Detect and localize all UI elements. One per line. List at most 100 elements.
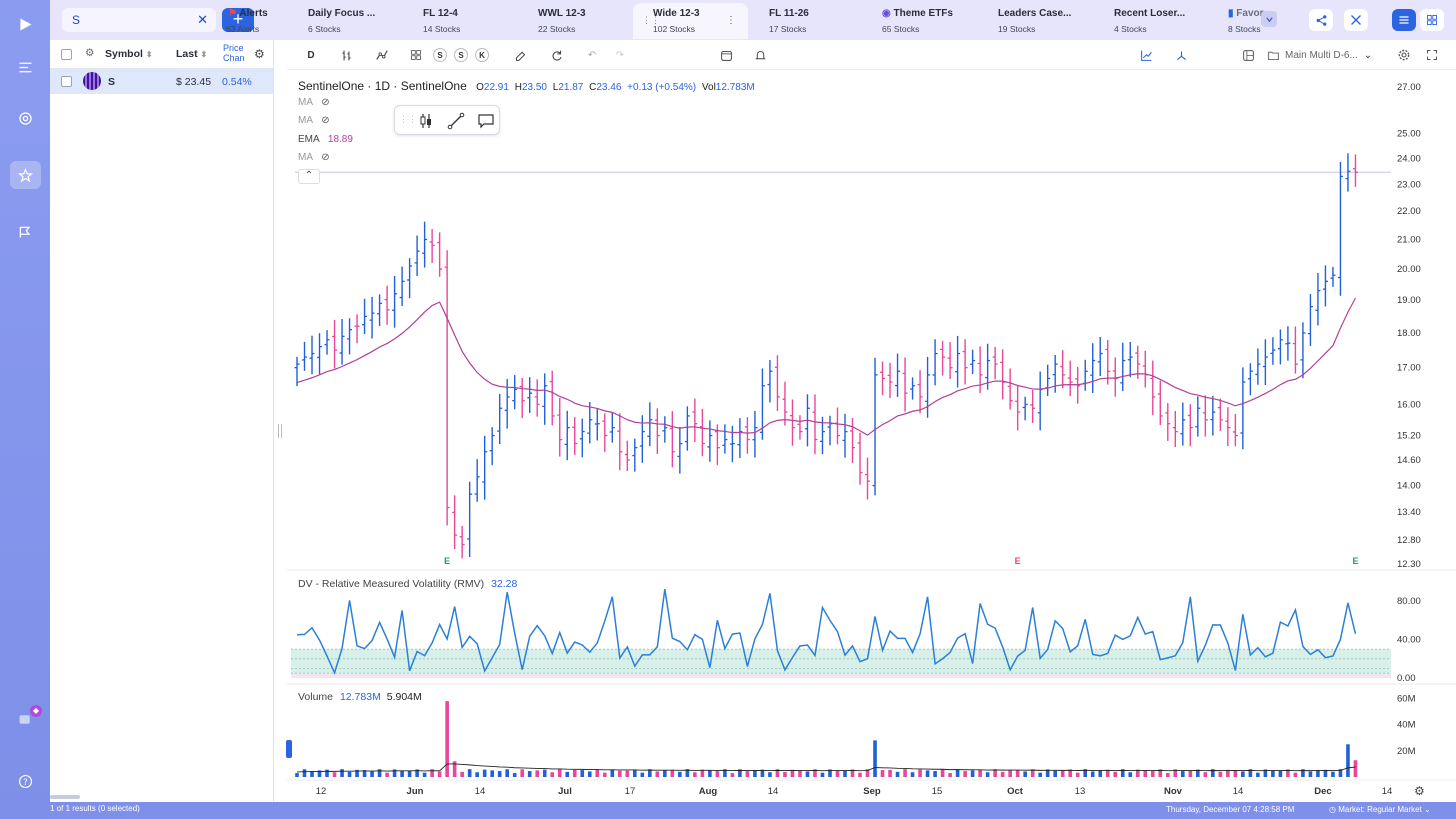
chart-area[interactable]: [287, 70, 1456, 802]
volume-bar: [858, 772, 862, 777]
tab-fl-12-4[interactable]: FL 12-4 14 Stocks: [417, 3, 517, 39]
tab-alerts[interactable]: ⚑ Alerts 63 Alerts: [224, 3, 304, 39]
settings-gear-icon[interactable]: [1395, 46, 1413, 64]
volume-bar: [1045, 769, 1050, 777]
compare-k-button[interactable]: K: [475, 46, 489, 64]
tab-recent-losers[interactable]: Recent Loser... 4 Stocks: [1108, 3, 1213, 39]
layout-select[interactable]: Main Multi D-6... ⌄: [1267, 46, 1379, 64]
bar-type-icon[interactable]: [337, 46, 355, 64]
tab-theme-etfs[interactable]: ◉ Theme ETFs 65 Stocks: [878, 3, 978, 39]
calendar-icon[interactable]: [717, 46, 735, 64]
row-checkbox[interactable]: [61, 76, 72, 87]
volume-bar: [790, 769, 795, 777]
volume-bar: [1083, 769, 1088, 777]
volume-bar: [1248, 769, 1253, 777]
alert-bell-icon[interactable]: [751, 46, 769, 64]
drag-handle-icon[interactable]: ⋮⋮: [399, 114, 417, 124]
drag-handle-icon[interactable]: ⋮⋮: [642, 15, 660, 25]
help-icon[interactable]: ?: [10, 767, 41, 795]
tabs-overflow-icon[interactable]: [1261, 11, 1277, 27]
fullscreen-icon[interactable]: [1423, 46, 1441, 64]
menu-icon[interactable]: [10, 53, 41, 81]
scan-icon[interactable]: [10, 104, 41, 132]
column-settings-icon[interactable]: ⚙: [85, 47, 95, 59]
rmv-line: [296, 589, 1357, 675]
last-column-header[interactable]: Last ⬍: [176, 48, 208, 60]
tab-leaders-case[interactable]: Leaders Case... 19 Stocks: [992, 3, 1097, 39]
symbol-search-input[interactable]: S ✕: [62, 8, 216, 32]
share-icon[interactable]: [1309, 9, 1333, 31]
ema-value: 18.89: [327, 134, 353, 145]
panel-divider[interactable]: [274, 40, 287, 802]
collapse-legend-button[interactable]: ⌃: [298, 169, 320, 184]
ma3-label[interactable]: MA ⊘: [298, 152, 330, 163]
tab-wide-12-3[interactable]: ⋮⋮ Wide 12-3 102 Stocks ⋮: [633, 3, 748, 39]
market-status[interactable]: ◷ Market: Regular Market ⌄: [1329, 805, 1431, 814]
flag-icon[interactable]: [10, 218, 41, 246]
volume-bar: [430, 769, 434, 777]
compare-s2-button[interactable]: S: [454, 46, 468, 64]
time-tick-label: 17: [625, 786, 636, 797]
undo-icon[interactable]: ↶: [587, 49, 597, 61]
candle-tool-icon[interactable]: [417, 112, 435, 130]
interval-button[interactable]: D: [307, 49, 315, 61]
volume-bar: [1353, 760, 1358, 777]
volume-bar: [1165, 773, 1170, 777]
trendline-tool-icon[interactable]: [447, 112, 465, 130]
indicators-icon[interactable]: [373, 46, 391, 64]
refresh-icon[interactable]: [547, 46, 565, 64]
volume-bar: [340, 769, 344, 777]
price-chart[interactable]: 27.00 25.00 24.00 23.00 22.00 21.00 20.00 19.00…: [287, 70, 1456, 802]
eye-off-icon[interactable]: ⊘: [321, 115, 330, 126]
tab-fl-11-26[interactable]: FL 11-26 17 Stocks: [763, 3, 863, 39]
compare-s1-button[interactable]: S: [433, 46, 447, 64]
tab-wwl-12-3[interactable]: WWL 12-3 22 Stocks: [532, 3, 632, 39]
grid-view-icon[interactable]: [1420, 9, 1444, 31]
star-icon[interactable]: [10, 161, 41, 189]
eye-off-icon[interactable]: ⊘: [321, 152, 330, 163]
table-row[interactable]: S $ 23.45 0.54%: [50, 69, 273, 94]
volume-bar: [302, 769, 307, 777]
ma-text: MA: [298, 97, 313, 108]
redo-icon[interactable]: ↷: [615, 49, 625, 61]
drawing-tools-icon[interactable]: [1172, 46, 1190, 64]
x-twitter-icon[interactable]: [1344, 9, 1368, 31]
volume-bar: [985, 772, 990, 777]
ma2-label[interactable]: MA ⊘: [298, 115, 330, 126]
panel-layout-icon[interactable]: [1239, 46, 1257, 64]
volume-bar: [377, 769, 382, 777]
chart-style-icon[interactable]: [1137, 46, 1155, 64]
symbol-column-header[interactable]: Symbol ⬍: [105, 48, 153, 60]
volume-bar: [355, 769, 359, 777]
tab-favorites[interactable]: ▮ Favor 8 Stocks: [1224, 3, 1280, 39]
volume-bar: [633, 769, 637, 777]
ma1-label[interactable]: MA ⊘: [298, 97, 330, 108]
avatar[interactable]: [10, 705, 41, 733]
eye-off-icon[interactable]: ⊘: [321, 97, 330, 108]
tab-daily-focus[interactable]: Daily Focus ... 6 Stocks: [302, 3, 400, 39]
volume-bar: [843, 770, 847, 777]
close-label: C: [589, 82, 597, 93]
volume-bar: [535, 770, 540, 777]
list-view-icon[interactable]: [1392, 9, 1416, 31]
volume-pane-label[interactable]: Volume 12.783M 5.904M: [298, 691, 422, 703]
ema-path: [296, 297, 1356, 436]
rmv-label[interactable]: DV - Relative Measured Volatility (RMV) …: [298, 578, 517, 590]
logo-icon[interactable]: [10, 10, 41, 38]
axis-settings-icon[interactable]: ⚙: [1414, 784, 1425, 798]
comment-tool-icon[interactable]: [477, 112, 495, 130]
scrollbar[interactable]: [50, 795, 80, 799]
pane-resize-handle[interactable]: [286, 740, 292, 758]
layouts-icon[interactable]: [407, 46, 425, 64]
ema-text: EMA: [298, 134, 320, 145]
tab-title: WWL 12-3: [538, 8, 586, 19]
eraser-icon[interactable]: [511, 46, 529, 64]
volume-bar: [572, 769, 577, 777]
clear-search-icon[interactable]: ✕: [197, 12, 208, 27]
price-change-column-header[interactable]: Price Chan: [223, 43, 245, 63]
add-button[interactable]: +: [222, 8, 254, 32]
watchlist-settings-icon[interactable]: ⚙: [254, 47, 265, 61]
tab-menu-icon[interactable]: ⋮: [726, 15, 736, 26]
ema-label[interactable]: EMA 18.89: [298, 134, 353, 145]
select-all-checkbox[interactable]: [61, 49, 72, 60]
